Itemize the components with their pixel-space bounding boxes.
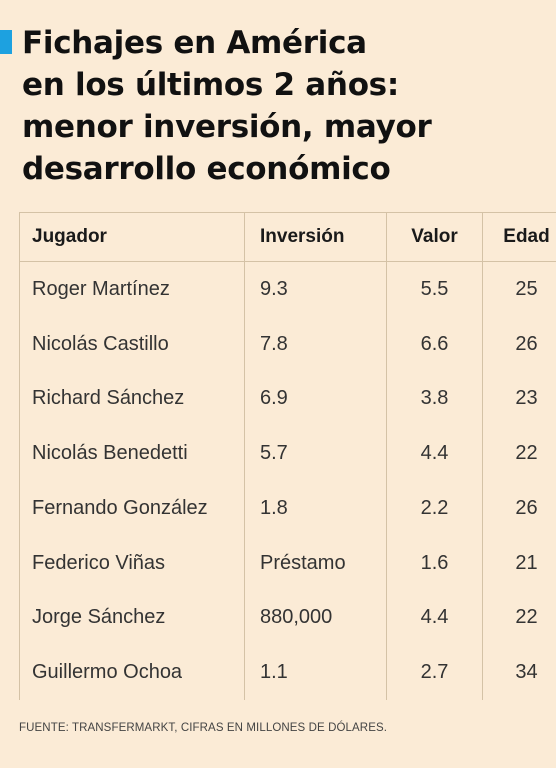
cell-jugador: Fernando González (19, 480, 245, 536)
column-header-jugador: Jugador (19, 212, 245, 262)
cell-valor: 4.4 (386, 590, 483, 646)
cell-valor: 1.6 (386, 535, 483, 591)
cell-inversion: 6.9 (244, 371, 387, 427)
cell-inversion: 5.7 (244, 426, 387, 481)
column-header-inversion: Inversión (244, 212, 387, 262)
cell-jugador: Federico Viñas (19, 535, 245, 591)
cell-edad: 25 (482, 261, 556, 317)
cell-inversion: 880,000 (244, 590, 387, 646)
source-note: FUENTE: TRANSFERMARKT, CIFRAS EN MILLONE… (19, 722, 388, 734)
cell-valor: 6.6 (386, 316, 483, 372)
cell-edad: 26 (482, 316, 556, 372)
table-row: Guillermo Ochoa 1.1 2.7 34 (19, 645, 556, 700)
title-line-3: menor inversión, mayor (22, 109, 432, 145)
table-row: Roger Martínez 9.3 5.5 25 (19, 261, 556, 317)
cell-valor: 2.7 (386, 645, 483, 700)
cell-jugador: Nicolás Benedetti (19, 426, 245, 481)
cell-inversion: 7.8 (244, 316, 387, 372)
table-row: Nicolás Benedetti 5.7 4.4 22 (19, 426, 556, 481)
cell-edad: 21 (482, 535, 556, 591)
cell-inversion: 9.3 (244, 261, 387, 317)
table-header-row: Jugador Inversión Valor Edad (19, 212, 556, 262)
cell-inversion: 1.8 (244, 480, 387, 536)
chart-title: Fichajes en América en los últimos 2 año… (22, 22, 432, 190)
table-row: Jorge Sánchez 880,000 4.4 22 (19, 590, 556, 646)
title-line-1: Fichajes en América (22, 25, 367, 61)
table-row: Federico Viñas Préstamo 1.6 21 (19, 535, 556, 591)
cell-jugador: Nicolás Castillo (19, 316, 245, 372)
title-line-4: desarrollo económico (22, 151, 391, 187)
cell-valor: 2.2 (386, 480, 483, 536)
cell-edad: 23 (482, 371, 556, 427)
title-line-2: en los últimos 2 años: (22, 67, 399, 103)
cell-inversion: 1.1 (244, 645, 387, 700)
cell-valor: 5.5 (386, 261, 483, 317)
column-header-valor: Valor (386, 212, 483, 262)
cell-jugador: Richard Sánchez (19, 371, 245, 427)
cell-jugador: Guillermo Ochoa (19, 645, 245, 700)
cell-valor: 3.8 (386, 371, 483, 427)
table-row: Nicolás Castillo 7.8 6.6 26 (19, 316, 556, 372)
column-header-edad: Edad (482, 212, 556, 262)
cell-valor: 4.4 (386, 426, 483, 481)
data-table-container: Jugador Inversión Valor Edad Roger Martí… (19, 212, 556, 700)
cell-edad: 34 (482, 645, 556, 700)
table-body: Roger Martínez 9.3 5.5 25 Nicolás Castillo 7.… (19, 261, 556, 700)
table-row: Fernando González 1.8 2.2 26 (19, 480, 556, 536)
table-row: Richard Sánchez 6.9 3.8 23 (19, 371, 556, 427)
cell-jugador: Jorge Sánchez (19, 590, 245, 646)
cell-jugador: Roger Martínez (19, 261, 245, 317)
accent-bar (0, 30, 12, 54)
cell-edad: 22 (482, 426, 556, 481)
cell-edad: 22 (482, 590, 556, 646)
data-table: Jugador Inversión Valor Edad Roger Martí… (19, 212, 556, 700)
cell-inversion: Préstamo (244, 535, 387, 591)
cell-edad: 26 (482, 480, 556, 536)
